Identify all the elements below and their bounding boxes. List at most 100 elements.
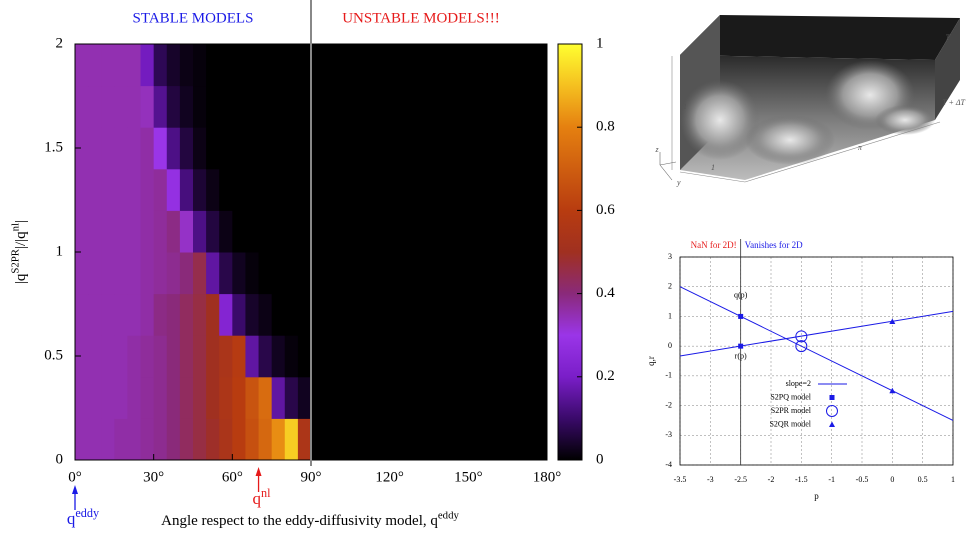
x-tick-label: 150°: [454, 469, 483, 485]
heat-cell: [114, 210, 128, 253]
heat-cell: [232, 168, 246, 211]
heat-cell: [258, 44, 273, 87]
heat-cell: [193, 127, 207, 170]
x-tick-label: 180°: [533, 469, 562, 485]
heat-cell: [127, 418, 142, 461]
heat-cell: [88, 335, 102, 378]
y-tick-label: 2: [668, 282, 672, 291]
heat-cell: [245, 168, 260, 211]
x-tick-label: 120°: [375, 469, 404, 485]
heat-cell: [153, 210, 168, 253]
heat-cell: [219, 376, 233, 419]
heat-cell: [284, 44, 299, 87]
heat-cell: [245, 376, 260, 419]
heat-cell: [101, 44, 115, 87]
heat-cell: [114, 252, 128, 295]
heat-cell: [75, 127, 89, 170]
heat-cell: [140, 85, 155, 128]
heat-cell: [114, 127, 128, 170]
legend-label: S2QR model: [769, 419, 811, 428]
heat-cell: [179, 252, 194, 295]
y-tick-label: 0.5: [44, 347, 63, 363]
legend-label: S2PQ model: [770, 392, 811, 401]
heat-cell: [284, 252, 299, 295]
heat-cell: [127, 85, 142, 128]
heat-cell: [232, 44, 246, 87]
heat-cell: [88, 127, 102, 170]
arrow-head: [72, 485, 78, 494]
heat-cell: [271, 210, 286, 253]
heat-cell: [245, 252, 260, 295]
heat-cell: [140, 252, 155, 295]
heat-cell: [258, 293, 273, 336]
vanish-note: Vanishes for 2D: [745, 240, 803, 250]
legend-label: S2PR model: [771, 406, 812, 415]
heat-cell: [179, 85, 194, 128]
x-tick-label: 1: [951, 475, 955, 484]
heat-cell: [140, 127, 155, 170]
y-tick-label: -2: [665, 400, 672, 409]
heat-cell: [232, 252, 246, 295]
x-axis-label: Angle respect to the eddy-diffusivity mo…: [161, 510, 459, 529]
x-axis-label-part: eddy: [438, 510, 460, 522]
annotation-part: q: [67, 509, 76, 528]
heat-cell: [232, 127, 246, 170]
heat-cell: [127, 210, 142, 253]
annotation-part: nl: [261, 486, 271, 500]
y-tick-label: 0: [668, 341, 672, 350]
heat-cell: [166, 44, 181, 87]
heat-cell: [232, 418, 246, 461]
heat-cell: [101, 168, 115, 211]
heat-cell: [88, 85, 102, 128]
heat-cell: [193, 85, 207, 128]
heat-cell: [153, 376, 168, 419]
marker: [829, 395, 835, 400]
heat-cell: [75, 168, 89, 211]
y-axis-label-part: |/|q: [13, 231, 29, 249]
heat-cell: [258, 127, 273, 170]
colorbar: [557, 43, 583, 461]
heat-cell: [140, 168, 155, 211]
heat-cell: [271, 376, 286, 419]
plot-frame: [679, 256, 954, 466]
y-axis-label-part: S2PR: [10, 248, 22, 273]
heat-cell: [75, 418, 89, 461]
heat-cell: [75, 293, 89, 336]
heat-cell: [88, 293, 102, 336]
heat-cell: [311, 85, 548, 128]
heat-cell: [153, 168, 168, 211]
heat-cell: [219, 44, 233, 87]
heat-cell: [114, 85, 128, 128]
heat-cell: [193, 44, 207, 87]
heat-cell: [114, 293, 128, 336]
nan-note: NaN for 2D!: [691, 240, 737, 250]
heat-cell: [284, 210, 299, 253]
legend-label: slope=2: [786, 379, 811, 388]
heat-cell: [258, 210, 273, 253]
heat-cell: [311, 127, 548, 170]
heat-cell: [271, 168, 286, 211]
curve-label: q(p): [734, 290, 748, 299]
heat-cell: [88, 168, 102, 211]
heat-cell: [179, 168, 194, 211]
heat-cell: [114, 168, 128, 211]
heat-cell: [271, 127, 286, 170]
y-axis-label: q,r: [646, 356, 656, 366]
heat-cell: [179, 127, 194, 170]
heat-cell: [219, 418, 233, 461]
render-label: z: [654, 145, 659, 154]
heat-cell: [101, 418, 115, 461]
render-3d: [659, 15, 960, 183]
heat-cell: [297, 210, 312, 253]
series-line: [679, 286, 954, 421]
heat-cell: [166, 85, 181, 128]
marker: [889, 387, 896, 394]
x-tick-label: 0°: [68, 469, 82, 485]
x-tick-label: -3.5: [674, 475, 687, 484]
y-tick-label: 3: [668, 252, 672, 261]
heat-cell: [114, 418, 128, 461]
heat-cell: [127, 44, 142, 87]
heat-cell: [88, 44, 102, 87]
heat-cell: [127, 335, 142, 378]
